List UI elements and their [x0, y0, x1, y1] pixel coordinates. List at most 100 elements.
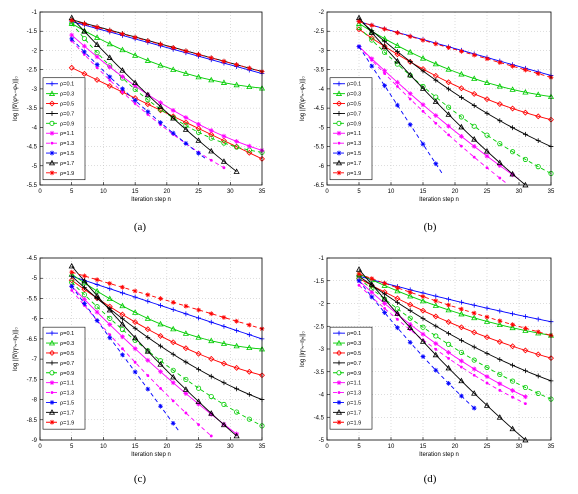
- legend-entry: ρ=1.1: [60, 381, 74, 387]
- series-line: [71, 23, 263, 89]
- data-point: [383, 72, 386, 75]
- legend-entry: ρ=0.9: [60, 121, 74, 127]
- data-point: [471, 302, 477, 308]
- data-point: [107, 281, 113, 286]
- series-line: [358, 23, 552, 98]
- data-point: [183, 391, 189, 396]
- data-point: [420, 37, 426, 43]
- data-point: [445, 319, 452, 325]
- data-point: [94, 34, 101, 40]
- data-point: [208, 410, 215, 416]
- data-point: [195, 125, 202, 132]
- data-point: [233, 342, 240, 349]
- data-point: [222, 166, 226, 170]
- data-point: [132, 369, 138, 375]
- data-point: [182, 330, 189, 336]
- data-point: [246, 392, 252, 397]
- data-point: [356, 271, 362, 277]
- legend-entry: ρ=1.9: [60, 420, 74, 426]
- data-point: [496, 414, 503, 420]
- data-point: [144, 91, 151, 98]
- x-axis-label: Iteration step n: [419, 452, 459, 458]
- data-point: [107, 28, 113, 34]
- data-point: [497, 371, 503, 378]
- data-point: [497, 60, 503, 65]
- data-point: [484, 56, 490, 62]
- data-point: [132, 98, 138, 103]
- data-point: [395, 30, 400, 36]
- data-point: [208, 147, 215, 154]
- data-point: [420, 307, 426, 314]
- data-point: [170, 339, 177, 346]
- data-point: [208, 319, 214, 325]
- data-point: [182, 119, 189, 126]
- data-point: [370, 58, 374, 62]
- y-tick-label: -2: [319, 302, 325, 308]
- data-point: [420, 102, 426, 108]
- data-point: [484, 374, 490, 379]
- series-line: [71, 285, 237, 435]
- legend-entry: ρ=0.7: [347, 111, 361, 117]
- x-axis-label: Iteration step n: [131, 452, 171, 458]
- data-point: [196, 385, 202, 391]
- data-point: [471, 390, 478, 396]
- data-point: [119, 46, 126, 53]
- data-point: [484, 110, 490, 116]
- data-point: [170, 45, 176, 51]
- data-point: [420, 141, 426, 147]
- data-point: [535, 316, 541, 322]
- data-point: [208, 411, 214, 417]
- data-point: [183, 115, 189, 120]
- data-point: [420, 331, 426, 337]
- legend-marker: [336, 120, 342, 126]
- series-line: [71, 21, 263, 74]
- legend-entry: ρ=1.7: [60, 161, 74, 167]
- data-point: [246, 416, 252, 422]
- data-point: [107, 64, 113, 70]
- data-point: [221, 323, 227, 329]
- series-line: [358, 46, 507, 184]
- data-point: [145, 298, 151, 304]
- data-point: [535, 373, 541, 379]
- data-point: [407, 289, 413, 295]
- data-point: [471, 366, 477, 372]
- legend-entry: ρ=1.1: [347, 381, 361, 387]
- data-point: [471, 314, 478, 321]
- legend-marker: [49, 419, 55, 425]
- data-point: [496, 338, 503, 345]
- data-point: [106, 306, 113, 313]
- data-point: [146, 374, 150, 377]
- data-point: [368, 29, 375, 35]
- data-point: [233, 432, 240, 439]
- data-point: [106, 54, 113, 60]
- legend: ρ=0.1 ρ=0.3 ρ=0.5 ρ=0.7 ρ=0.9 ρ=1.1 ρ=1.3 ρ=1.5…: [329, 326, 373, 430]
- data-point: [82, 301, 87, 306]
- legend: ρ=0.1 ρ=0.3 ρ=0.5 ρ=0.7 ρ=0.9 ρ=1.1 ρ=1.3 ρ=1.5…: [42, 326, 86, 430]
- data-point: [246, 322, 252, 328]
- data-point: [196, 52, 201, 57]
- y-tick-label: -2.5: [27, 68, 38, 74]
- data-point: [132, 83, 138, 89]
- data-point: [433, 41, 439, 47]
- data-point: [170, 307, 176, 313]
- chart-panel-1: 0 5 10 15 20 25 30 35 -5.5 -5 -4.5 -4 -3.5 -3 -2.5 -2 -1…: [12, 10, 266, 203]
- data-point: [382, 68, 387, 74]
- legend-entry: ρ=1.5: [347, 400, 361, 406]
- data-point: [510, 362, 515, 368]
- y-tick-label: -8: [32, 398, 38, 404]
- data-point: [94, 277, 100, 283]
- data-point: [447, 133, 450, 137]
- data-point: [446, 380, 451, 386]
- series-line: [358, 46, 443, 174]
- data-point: [170, 351, 176, 357]
- data-point: [419, 297, 427, 304]
- legend-entry: ρ=1.5: [347, 151, 361, 157]
- data-point: [496, 101, 503, 107]
- data-point: [484, 153, 490, 159]
- data-point: [433, 367, 439, 373]
- data-point: [483, 147, 491, 154]
- data-point: [445, 79, 452, 86]
- data-point: [460, 144, 463, 148]
- data-point: [432, 98, 439, 104]
- y-tick-label: -6.5: [27, 337, 38, 343]
